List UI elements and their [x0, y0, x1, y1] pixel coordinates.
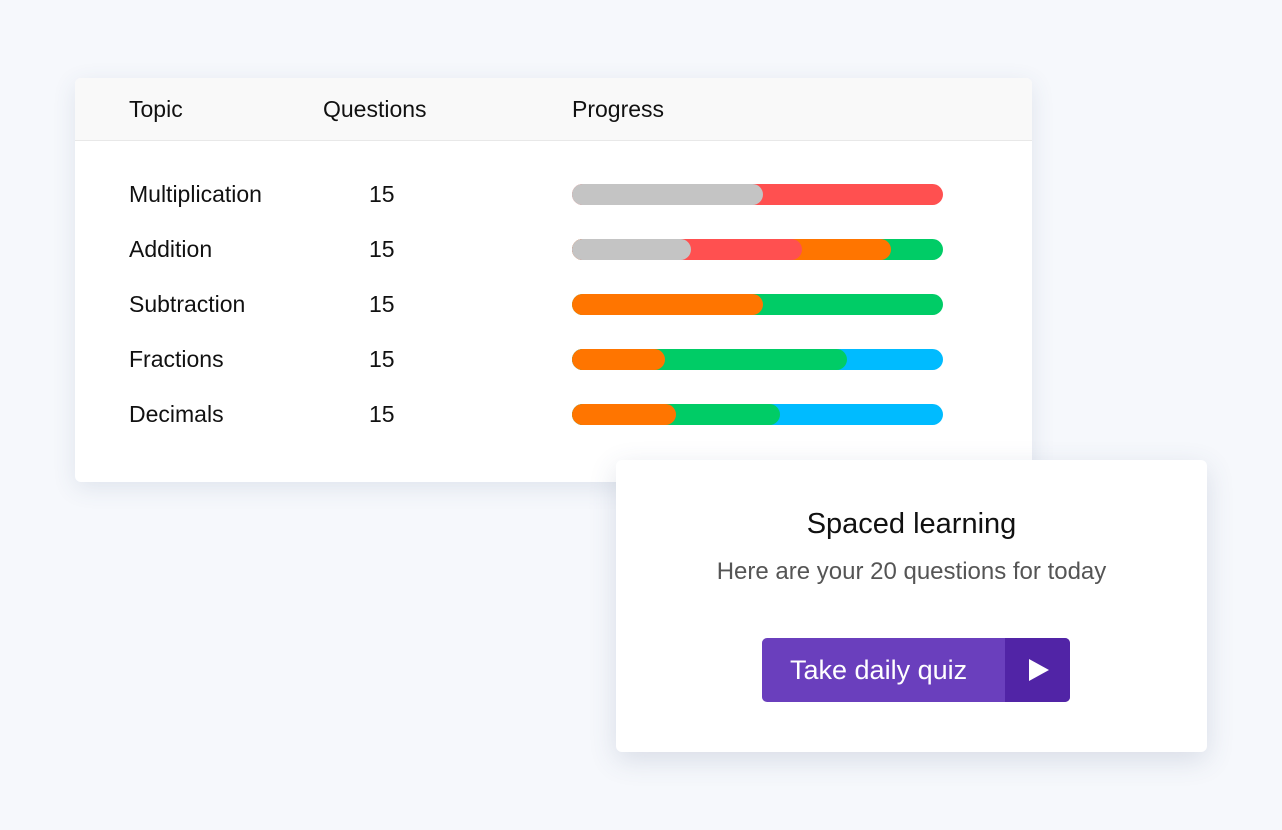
table-row: Fractions 15: [75, 344, 1032, 374]
question-count: 15: [369, 346, 395, 372]
table-header: Topic Questions Progress: [75, 78, 1032, 141]
progress-bar: [572, 184, 943, 205]
topic-name: Subtraction: [129, 291, 246, 317]
topic-name: Decimals: [129, 401, 224, 427]
play-button-section[interactable]: [1005, 638, 1070, 702]
progress-segment: [572, 239, 691, 260]
table-row: Addition 15: [75, 234, 1032, 264]
progress-bar: [572, 239, 943, 260]
spaced-learning-subtitle: Here are your 20 questions for today: [716, 558, 1107, 585]
progress-bar: [572, 294, 943, 315]
progress-segment: [572, 404, 676, 425]
topic-name: Multiplication: [129, 181, 262, 207]
spaced-learning-title: Spaced learning: [806, 508, 1017, 540]
question-count: 15: [369, 401, 395, 427]
spaced-learning-card: Spaced learning Here are your 20 questio…: [616, 460, 1207, 752]
table-row: Subtraction 15: [75, 289, 1032, 319]
take-daily-quiz-button[interactable]: Take daily quiz: [762, 638, 1070, 702]
progress-segment: [572, 349, 665, 370]
progress-bar: [572, 349, 943, 370]
question-count: 15: [369, 291, 395, 317]
question-count: 15: [369, 181, 395, 207]
header-progress: Progress: [572, 96, 665, 122]
header-topic: Topic: [129, 96, 183, 122]
table-row: Multiplication 15: [75, 179, 1032, 209]
table-row: Decimals 15: [75, 399, 1032, 429]
topic-name: Addition: [129, 236, 213, 262]
take-daily-quiz-label: Take daily quiz: [790, 655, 968, 685]
progress-segment: [572, 184, 764, 205]
question-count: 15: [369, 236, 395, 262]
topic-name: Fractions: [129, 346, 224, 372]
play-icon: [1029, 659, 1049, 681]
progress-segment: [572, 294, 764, 315]
progress-bar: [572, 404, 943, 425]
topics-table: Topic Questions Progress Multiplication …: [75, 78, 1032, 482]
header-questions: Questions: [323, 96, 427, 122]
